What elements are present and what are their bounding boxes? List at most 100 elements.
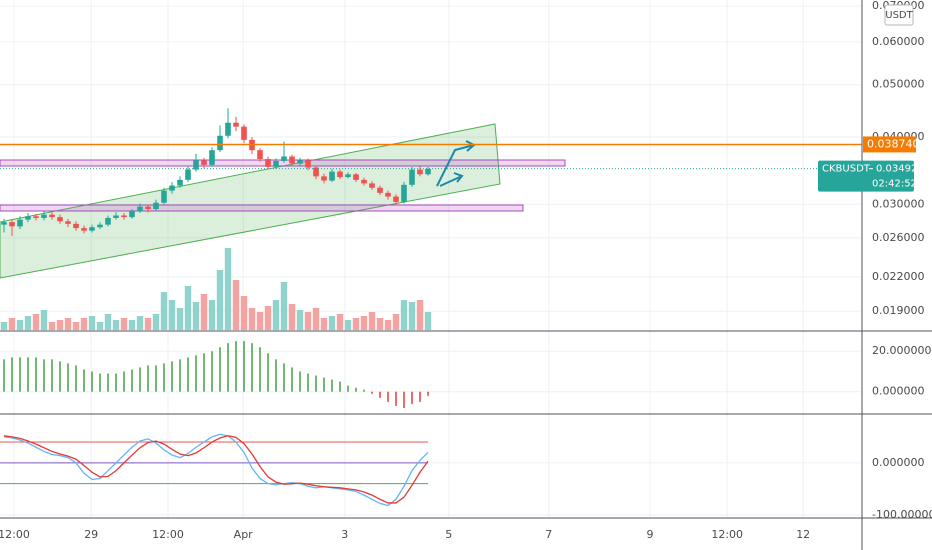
volume-bar xyxy=(120,318,128,330)
volume-bar xyxy=(280,282,288,330)
volume-bar xyxy=(304,312,312,330)
candle-body xyxy=(321,176,327,181)
candle-body xyxy=(1,222,7,225)
volume-bar xyxy=(392,314,400,330)
volume-bar xyxy=(424,312,432,330)
candle-body xyxy=(273,160,279,167)
candle-body xyxy=(377,187,383,193)
volume-bar xyxy=(416,300,424,330)
candle-body xyxy=(329,171,335,181)
separator xyxy=(869,168,873,170)
last-price-label: 0.034928 xyxy=(876,164,924,175)
candle-body xyxy=(193,160,199,170)
candle-body xyxy=(113,215,119,218)
volume-bar xyxy=(32,314,40,330)
candle-body xyxy=(9,222,15,227)
volume-bar xyxy=(288,304,296,330)
volume-bar xyxy=(16,320,24,330)
volume-bar xyxy=(72,322,80,330)
x-tick-label: Apr xyxy=(234,528,254,541)
price-line-label-box xyxy=(863,136,916,153)
volume-bar xyxy=(376,318,384,330)
marks xyxy=(0,108,862,507)
x-tick-label: 5 xyxy=(445,528,452,541)
candle-body xyxy=(41,214,47,218)
candle-body xyxy=(305,160,311,168)
x-tick-label: 12 xyxy=(796,528,810,541)
candle-body xyxy=(145,206,151,210)
volume-bar xyxy=(184,286,192,330)
candle-body xyxy=(89,227,95,231)
candle-body xyxy=(345,174,351,178)
volume-bar xyxy=(344,320,352,330)
candle-body xyxy=(313,167,319,177)
volume-bar xyxy=(336,314,344,330)
volume-bar xyxy=(88,316,96,330)
y-tick-label: 20.000000 xyxy=(872,344,932,357)
volume-bar xyxy=(368,312,376,330)
channel xyxy=(0,123,501,279)
candle-body xyxy=(17,219,23,227)
candle-body xyxy=(49,214,55,218)
x-tick-label: 12:00 xyxy=(0,528,30,541)
candle-body xyxy=(169,185,175,191)
candle-body xyxy=(289,156,295,164)
projection-arrow xyxy=(439,172,464,187)
volume-bar xyxy=(408,302,416,330)
volume-bar xyxy=(328,316,336,330)
candle-body xyxy=(121,215,127,218)
support-zone xyxy=(0,204,524,212)
candle-body xyxy=(57,217,63,222)
volume-bar xyxy=(104,314,112,330)
candle-body xyxy=(337,171,343,178)
volume-bar xyxy=(192,302,200,330)
volume-bar xyxy=(200,294,208,330)
volume-bar xyxy=(320,318,328,330)
volume-bar xyxy=(240,296,248,330)
candle-body xyxy=(417,169,423,175)
y-tick-label: 0.026000 xyxy=(872,231,925,244)
volume-bar xyxy=(232,280,240,330)
x-tick-label: 9 xyxy=(647,528,654,541)
volume-bar xyxy=(248,308,256,330)
candle-body xyxy=(153,202,159,210)
last-price-box xyxy=(818,160,914,192)
candle-body xyxy=(393,196,399,202)
candle-body xyxy=(65,221,71,224)
x-tick-label: 29 xyxy=(84,528,98,541)
volume-bar xyxy=(0,322,8,330)
candle-body xyxy=(161,190,167,203)
candle-body xyxy=(369,183,375,188)
volume-bar xyxy=(40,310,48,330)
y-tick-label: 0.060000 xyxy=(872,35,925,48)
volume-bar xyxy=(312,308,320,330)
currency-box xyxy=(884,4,914,26)
volume-bar xyxy=(48,322,56,330)
candle-body xyxy=(297,160,303,164)
y-tick-label: 0.000000 xyxy=(872,456,925,469)
volume-bar xyxy=(176,308,184,330)
volume-bar xyxy=(208,300,216,330)
candle-body xyxy=(209,150,215,165)
candle-body xyxy=(25,216,31,220)
indicator-line xyxy=(3,433,429,507)
x-tick-label: 12:00 xyxy=(152,528,184,541)
volume-bar xyxy=(168,300,176,330)
candle-body xyxy=(401,184,407,202)
volume-bar xyxy=(352,318,360,330)
candle-body xyxy=(217,135,223,151)
y-tick-label: 0.050000 xyxy=(872,78,925,91)
volume-bar xyxy=(56,320,64,330)
volume-bar xyxy=(296,310,304,330)
x-tick-label: 3 xyxy=(341,528,348,541)
volume-bar xyxy=(24,316,32,330)
candle-body xyxy=(233,122,239,127)
x-tick-label: 12:00 xyxy=(711,528,743,541)
volume-bar xyxy=(224,248,232,330)
candle-body xyxy=(385,192,391,197)
candle-body xyxy=(81,228,87,231)
